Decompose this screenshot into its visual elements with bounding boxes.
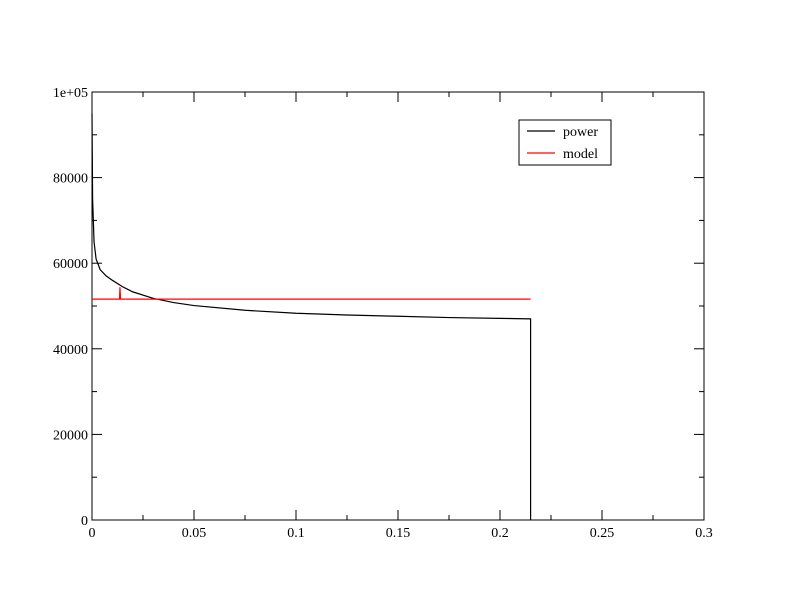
legend-label: model — [563, 147, 598, 162]
x-tick-label: 0.05 — [182, 526, 207, 541]
y-tick-label: 0 — [81, 514, 88, 529]
y-tick-label: 40000 — [53, 343, 88, 358]
x-tick-label: 0.2 — [491, 526, 509, 541]
y-tick-label: 20000 — [53, 428, 88, 443]
y-tick-label: 60000 — [53, 257, 88, 272]
x-tick-label: 0.1 — [287, 526, 305, 541]
y-tick-label: 1e+05 — [53, 86, 88, 101]
x-tick-label: 0.25 — [590, 526, 615, 541]
y-tick-label: 80000 — [53, 172, 88, 187]
x-tick-label: 0 — [89, 526, 96, 541]
x-tick-label: 0.3 — [695, 526, 713, 541]
legend-label: power — [563, 125, 598, 140]
plot-frame — [91, 91, 705, 521]
series-line — [91, 113, 532, 520]
series-line — [92, 287, 531, 300]
x-tick-label: 0.15 — [386, 526, 411, 541]
legend-box — [518, 119, 612, 166]
